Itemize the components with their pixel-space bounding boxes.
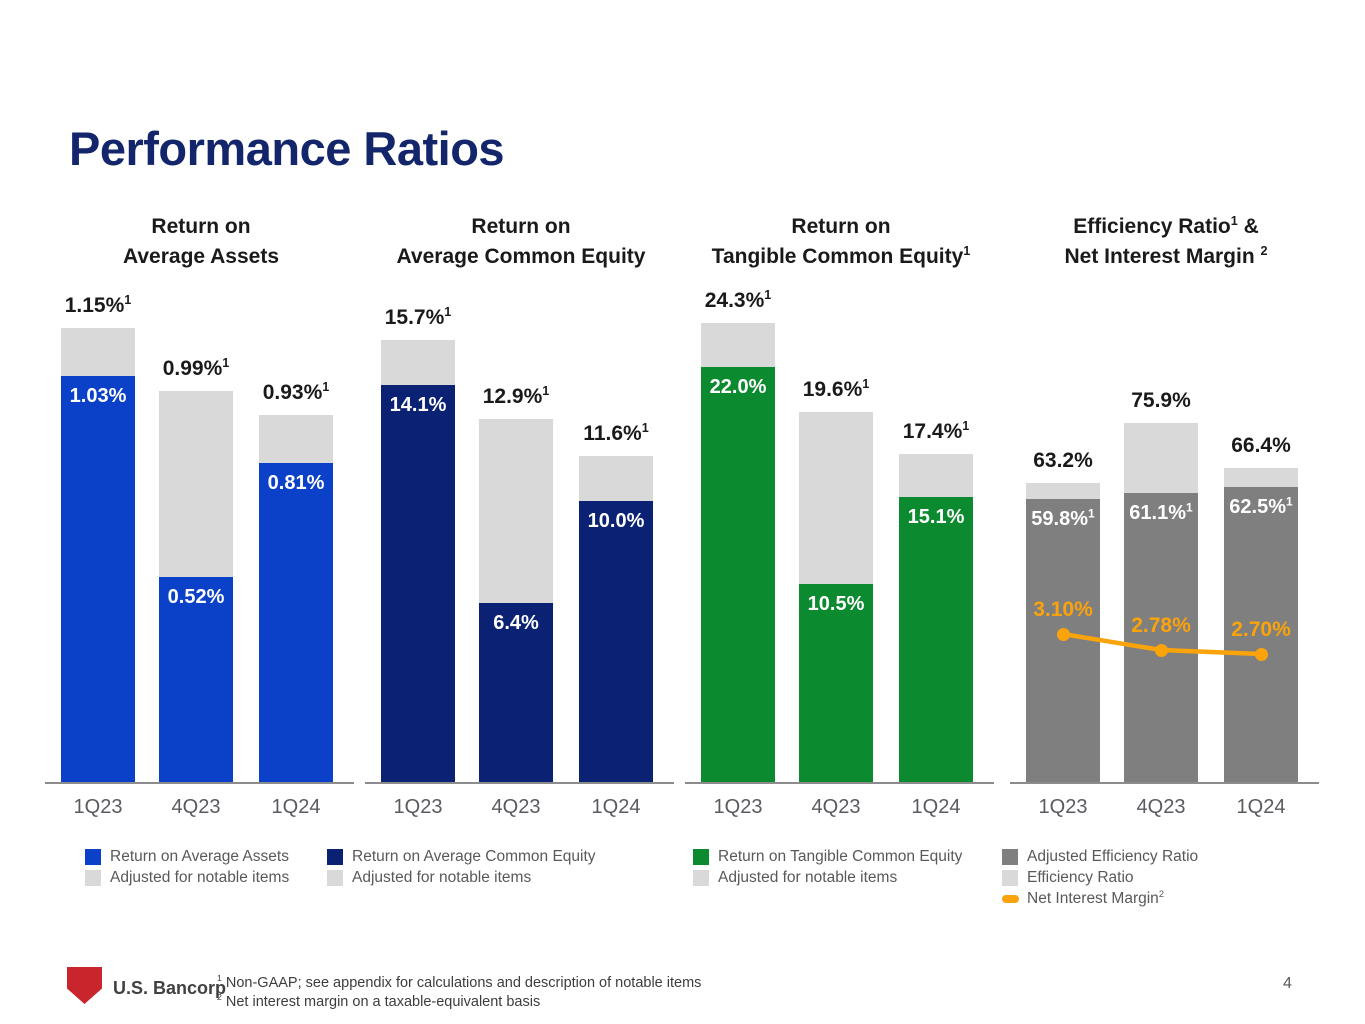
x-axis: [45, 782, 354, 784]
x-axis-tick-label: 1Q23: [393, 796, 443, 818]
legend-swatch: [1002, 869, 1018, 886]
bar-inner-label: 10.5%: [807, 593, 865, 616]
legend-swatch: [327, 869, 343, 886]
x-axis-tick-label: 1Q24: [591, 796, 641, 818]
bar-total-label: 19.6%1: [802, 376, 870, 401]
bar-total-label: 15.7%1: [384, 305, 452, 330]
bar-total-label: 24.3%1: [704, 288, 772, 312]
nim-point: [1056, 627, 1070, 641]
footnote-1: 1 Non-GAAP; see appendix for calculation…: [217, 973, 702, 991]
bar-total-label: 66.4%: [1231, 434, 1291, 458]
legend-swatch: [693, 869, 709, 886]
legend: Adjusted Efficiency Ratio Efficiency Rat…: [1002, 846, 1198, 909]
legend-swatch: [327, 848, 343, 865]
bar-inner-label: 10.0%: [587, 510, 645, 532]
bar-inner-label: 62.5%1: [1229, 493, 1293, 518]
x-axis: [1010, 782, 1319, 784]
bar-reported-segment: [159, 577, 233, 783]
bar-reported-segment: [579, 501, 653, 783]
bar-inner-label: 6.4%: [493, 611, 539, 634]
legend-swatch: [693, 848, 709, 865]
chart-heading: Return on Average Assets: [122, 215, 280, 268]
bar-inner-label: 0.81%: [267, 471, 325, 494]
footnotes: 1 Non-GAAP; see appendix for calculation…: [217, 974, 701, 1012]
bar-total-label: 0.99%1: [162, 356, 230, 381]
x-axis-tick-label: 4Q23: [491, 796, 541, 818]
bar-adjusted-efficiency-segment: [1124, 493, 1198, 783]
legend-swatch: [1002, 848, 1018, 865]
bar-inner-label: 15.1%: [907, 506, 965, 529]
nim-point: [1254, 647, 1268, 661]
chart-heading: Efficiency Ratio1 & Net Interest Margin …: [1064, 214, 1268, 268]
footnote-2: 2 Net interest margin on a taxable-equiv…: [217, 992, 541, 1010]
bar-total-label: 75.9%: [1131, 389, 1191, 412]
x-axis: [685, 782, 994, 784]
bar-inner-label: 0.52%: [167, 586, 225, 609]
page-number: 4: [1283, 975, 1292, 992]
nim-value-label: 2.70%: [1231, 618, 1291, 641]
chart-return-on-tangible-common-equity: Return on Tangible Common Equity1 24.3%1…: [685, 0, 997, 1024]
x-axis: [365, 782, 674, 784]
legend: Return on Average Common Equity Adjusted…: [327, 846, 596, 888]
bar-inner-label: 14.1%: [389, 394, 447, 417]
legend-line-dot-marker: [1002, 894, 1019, 903]
bar-reported-segment: [799, 584, 873, 783]
bar-total-label: 1.15%1: [64, 293, 132, 318]
bar-reported-segment: [701, 366, 775, 783]
chart-efficiency-ratio-and-nim: Efficiency Ratio1 & Net Interest Margin …: [1002, 0, 1322, 1024]
x-axis-tick-label: 4Q23: [171, 796, 221, 818]
legend-swatch: [85, 869, 101, 886]
chart-return-on-average-common-equity: Return on Average Common Equity 15.7%1 1…: [327, 0, 677, 1024]
bar-total-label: 11.6%1: [583, 420, 649, 445]
bar-inner-label: 22.0%: [709, 375, 767, 398]
bar-inner-label: 59.8%1: [1031, 506, 1095, 531]
bar-reported-segment: [479, 602, 553, 783]
x-axis-tick-label: 1Q24: [911, 796, 961, 818]
chart-return-on-average-assets: Return on Average Assets 1.15%1 0.99%1 0…: [45, 0, 357, 1024]
nim-value-label: 3.10%: [1033, 598, 1093, 621]
x-axis-tick-label: 4Q23: [811, 796, 861, 818]
x-axis-tick-label: 1Q24: [271, 796, 321, 818]
bar-total-label: 12.9%1: [482, 384, 550, 409]
bar-reported-segment: [899, 497, 973, 783]
x-axis-tick-label: 4Q23: [1136, 796, 1186, 818]
nim-value-label: 2.78%: [1131, 614, 1191, 637]
x-axis-tick-label: 1Q24: [1236, 796, 1286, 818]
x-axis-tick-label: 1Q23: [713, 796, 763, 818]
bar-inner-label: 1.03%: [69, 384, 127, 407]
legend: Return on Tangible Common Equity Adjuste…: [693, 846, 962, 888]
x-axis-tick-label: 1Q23: [1038, 796, 1088, 818]
bar-reported-segment: [259, 462, 333, 783]
bar-total-label: 17.4%1: [902, 418, 970, 443]
bar-total-label: 0.93%1: [262, 380, 330, 405]
chart-heading: Return on Tangible Common Equity1: [711, 215, 971, 268]
legend-swatch: [85, 848, 101, 865]
bar-reported-segment: [61, 375, 135, 783]
x-axis-tick-label: 1Q23: [73, 796, 123, 818]
us-bancorp-logo-text: U.S. Bancorp: [113, 978, 227, 998]
bar-adjusted-efficiency-segment: [1026, 499, 1100, 783]
nim-point: [1154, 643, 1168, 657]
slide-title: Performance Ratios: [69, 122, 505, 176]
bar-inner-label: 61.1%1: [1129, 500, 1193, 525]
bar-total-label: 63.2%: [1033, 449, 1093, 473]
bar-reported-segment: [381, 385, 455, 783]
chart-heading: Return on Average Common Equity: [396, 215, 646, 268]
legend: Return on Average Assets Adjusted for no…: [85, 846, 289, 888]
